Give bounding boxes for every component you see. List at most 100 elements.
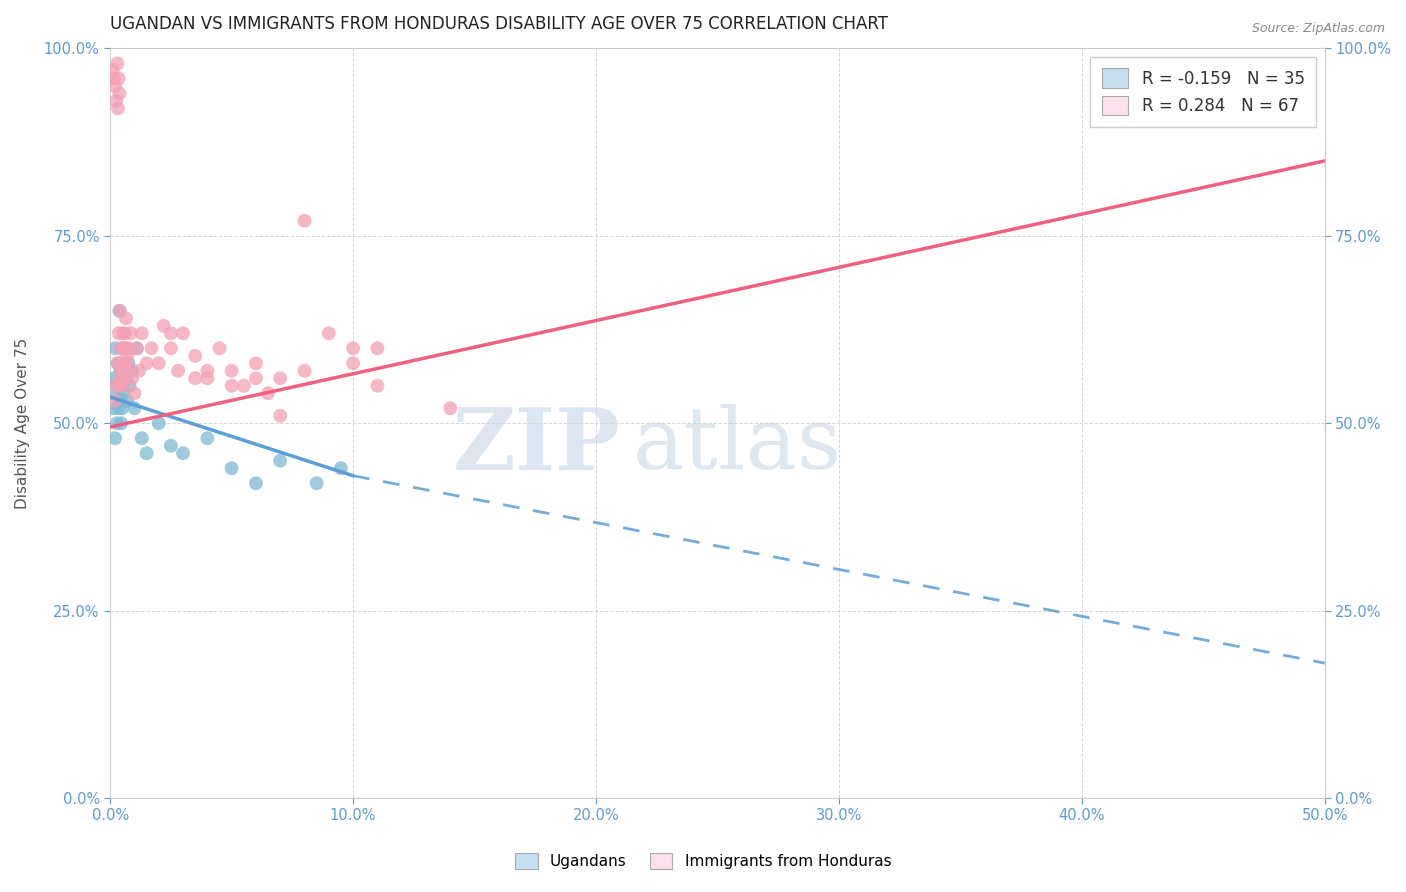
Point <box>117 341 139 355</box>
Point <box>294 214 316 228</box>
Point <box>110 364 132 378</box>
Point <box>195 371 218 385</box>
Point <box>115 371 138 385</box>
Point <box>232 378 254 392</box>
Point <box>110 341 132 355</box>
Point <box>115 311 138 326</box>
Point <box>104 341 127 355</box>
Legend: R = -0.159   N = 35, R = 0.284   N = 67: R = -0.159 N = 35, R = 0.284 N = 67 <box>1090 57 1316 127</box>
Point <box>167 364 190 378</box>
Point <box>366 378 388 392</box>
Point <box>108 303 131 318</box>
Point <box>107 56 129 70</box>
Point <box>111 364 134 378</box>
Point <box>110 378 132 392</box>
Point <box>103 71 125 86</box>
Point <box>160 326 183 341</box>
Point <box>114 356 136 370</box>
Point <box>342 356 364 370</box>
Point <box>114 326 136 341</box>
Point <box>172 326 194 341</box>
Point <box>115 356 138 370</box>
Point <box>104 431 127 445</box>
Point <box>104 393 127 408</box>
Point <box>103 371 125 385</box>
Point <box>103 401 125 416</box>
Point <box>439 401 461 416</box>
Point <box>269 454 291 468</box>
Point <box>294 364 316 378</box>
Point <box>269 371 291 385</box>
Point <box>105 378 128 392</box>
Legend: Ugandans, Immigrants from Honduras: Ugandans, Immigrants from Honduras <box>509 847 897 875</box>
Point <box>112 341 135 355</box>
Point <box>115 393 138 408</box>
Point <box>114 341 136 355</box>
Point <box>221 461 243 475</box>
Point <box>245 476 267 491</box>
Point <box>111 326 134 341</box>
Point <box>108 393 131 408</box>
Text: Source: ZipAtlas.com: Source: ZipAtlas.com <box>1251 22 1385 36</box>
Point <box>135 356 157 370</box>
Point <box>160 439 183 453</box>
Point <box>131 431 153 445</box>
Y-axis label: Disability Age Over 75: Disability Age Over 75 <box>15 338 30 508</box>
Point <box>107 356 129 370</box>
Point <box>105 416 128 430</box>
Point <box>342 341 364 355</box>
Point <box>318 326 340 341</box>
Point <box>121 371 143 385</box>
Point <box>124 386 146 401</box>
Point <box>184 371 207 385</box>
Point <box>221 378 243 392</box>
Point <box>111 401 134 416</box>
Point <box>117 356 139 370</box>
Point <box>110 416 132 430</box>
Point <box>108 87 131 101</box>
Point <box>120 326 142 341</box>
Point <box>105 94 128 108</box>
Point <box>111 341 134 355</box>
Point <box>121 364 143 378</box>
Point <box>112 371 135 385</box>
Point <box>115 341 138 355</box>
Point <box>366 341 388 355</box>
Text: ZIP: ZIP <box>453 404 620 488</box>
Point <box>111 378 134 392</box>
Point <box>128 364 150 378</box>
Point <box>125 341 148 355</box>
Point <box>152 318 174 333</box>
Point <box>107 102 129 116</box>
Point <box>118 364 141 378</box>
Point <box>105 378 128 392</box>
Point <box>108 303 131 318</box>
Point <box>104 78 127 93</box>
Point <box>172 446 194 460</box>
Point <box>107 71 129 86</box>
Point <box>107 356 129 370</box>
Point <box>112 386 135 401</box>
Point <box>131 326 153 341</box>
Point <box>125 341 148 355</box>
Point <box>160 341 183 355</box>
Point <box>221 364 243 378</box>
Point <box>208 341 231 355</box>
Point <box>111 378 134 392</box>
Point <box>305 476 328 491</box>
Point <box>107 401 129 416</box>
Point <box>184 349 207 363</box>
Point <box>112 364 135 378</box>
Point <box>195 431 218 445</box>
Point <box>124 401 146 416</box>
Point <box>329 461 352 475</box>
Text: atlas: atlas <box>633 404 842 487</box>
Point <box>107 386 129 401</box>
Point <box>135 446 157 460</box>
Point <box>107 326 129 341</box>
Point <box>115 349 138 363</box>
Point <box>108 371 131 385</box>
Point <box>110 356 132 370</box>
Point <box>195 364 218 378</box>
Point <box>148 416 170 430</box>
